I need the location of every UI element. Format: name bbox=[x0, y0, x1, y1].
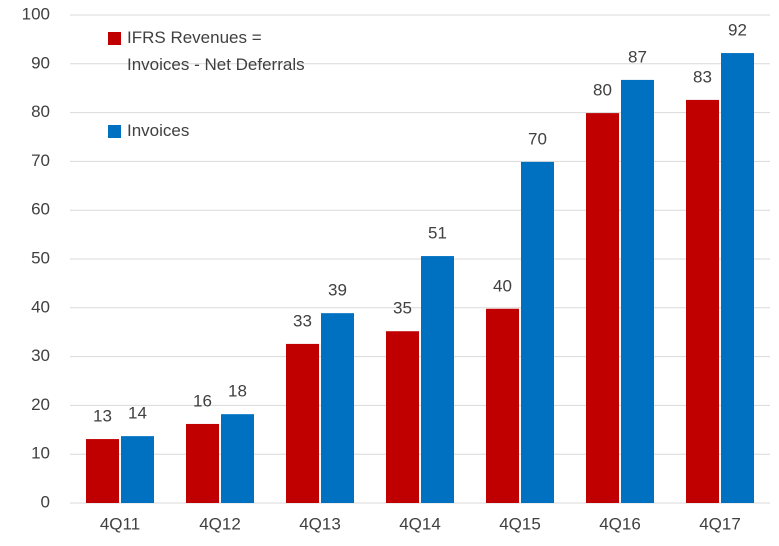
y-tick-label: 60 bbox=[31, 200, 50, 219]
x-tick-label: 4Q15 bbox=[499, 514, 541, 533]
bar bbox=[186, 423, 219, 503]
y-tick-label: 70 bbox=[31, 151, 50, 170]
y-tick-label: 50 bbox=[31, 248, 50, 267]
x-tick-label: 4Q14 bbox=[399, 514, 441, 533]
y-tick-label: 100 bbox=[22, 4, 50, 23]
y-tick-label: 20 bbox=[31, 395, 50, 414]
bar bbox=[121, 436, 154, 503]
data-label: 13 bbox=[93, 407, 112, 426]
bar bbox=[586, 113, 619, 503]
x-tick-label: 4Q12 bbox=[199, 514, 241, 533]
bar bbox=[721, 53, 754, 504]
y-tick-label: 30 bbox=[31, 346, 50, 365]
y-tick-label: 0 bbox=[41, 492, 50, 511]
data-label: 83 bbox=[693, 67, 712, 86]
x-tick-label: 4Q11 bbox=[100, 514, 140, 533]
x-tick-label: 4Q17 bbox=[699, 514, 741, 533]
legend-label: IFRS Revenues = Invoices - Net Deferrals bbox=[127, 28, 305, 74]
legend-swatch bbox=[108, 125, 121, 138]
y-tick-label: 40 bbox=[31, 297, 50, 316]
data-label: 14 bbox=[128, 404, 147, 423]
bar bbox=[521, 161, 554, 503]
bar bbox=[286, 343, 319, 503]
legend-swatch bbox=[108, 32, 121, 45]
data-label: 33 bbox=[293, 311, 312, 330]
bar bbox=[686, 99, 719, 504]
data-label: 87 bbox=[628, 47, 647, 66]
data-label: 80 bbox=[593, 81, 612, 100]
data-label: 92 bbox=[728, 21, 747, 40]
x-tick-label: 4Q13 bbox=[299, 514, 341, 533]
data-label: 39 bbox=[328, 281, 347, 300]
x-tick-label: 4Q16 bbox=[599, 514, 641, 533]
y-tick-label: 10 bbox=[31, 444, 50, 463]
y-tick-label: 80 bbox=[31, 102, 50, 121]
bar bbox=[221, 414, 254, 503]
legend-label: Invoices bbox=[127, 121, 190, 140]
data-label: 18 bbox=[228, 382, 247, 401]
bar bbox=[486, 308, 519, 503]
data-label: 16 bbox=[193, 391, 212, 410]
data-label: 51 bbox=[428, 224, 447, 243]
bar bbox=[421, 256, 454, 503]
data-label: 35 bbox=[393, 299, 412, 318]
data-label: 70 bbox=[528, 129, 547, 148]
bar bbox=[386, 331, 419, 503]
y-tick-label: 90 bbox=[31, 53, 50, 72]
bar bbox=[321, 313, 354, 503]
data-label: 40 bbox=[493, 276, 512, 295]
bar bbox=[621, 79, 654, 504]
bar bbox=[86, 439, 119, 503]
